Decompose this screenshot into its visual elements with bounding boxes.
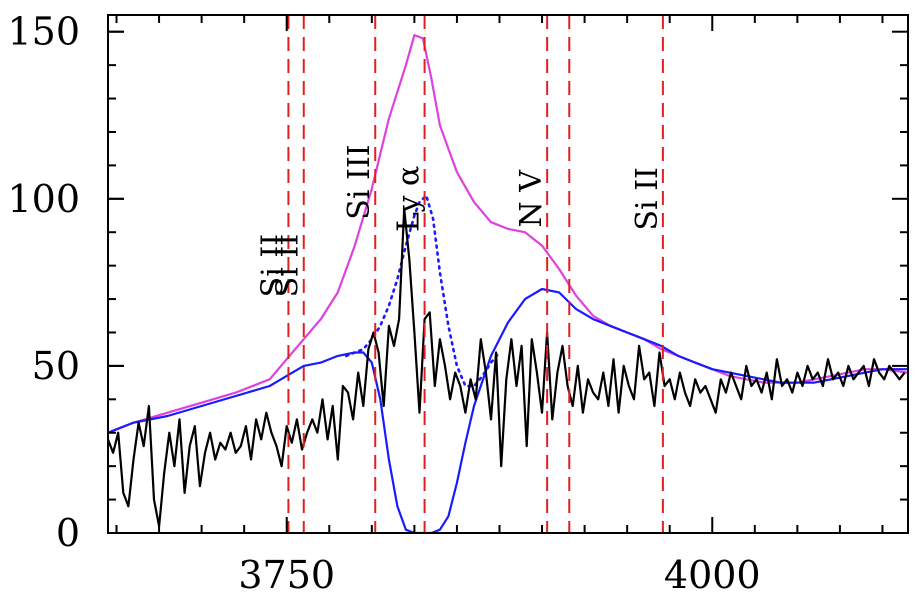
tick-labels: 3750 4000 0 50 100 150 bbox=[7, 10, 760, 594]
series-layer bbox=[108, 34, 908, 533]
line-markers bbox=[287, 15, 664, 533]
series-line-4 bbox=[108, 207, 906, 528]
x-tick-label: 4000 bbox=[664, 553, 761, 594]
marker-label-3: Si III bbox=[342, 144, 377, 219]
marker-label-2: Si II bbox=[271, 234, 306, 297]
y-tick-label: 0 bbox=[56, 511, 80, 555]
marker-label-5: N V bbox=[514, 169, 549, 228]
marker-label-1: Si II bbox=[255, 234, 290, 297]
marker-label-4: Ly α bbox=[392, 166, 427, 232]
axis-ticks bbox=[108, 15, 908, 534]
y-tick-label: 100 bbox=[7, 177, 80, 221]
series-line-2 bbox=[108, 287, 908, 533]
x-tick-label: 3750 bbox=[238, 553, 335, 594]
plot-frame bbox=[107, 14, 909, 534]
y-tick-label: 50 bbox=[32, 344, 80, 388]
y-tick-label: 150 bbox=[7, 10, 80, 54]
marker-label-7: Si II bbox=[630, 167, 665, 230]
